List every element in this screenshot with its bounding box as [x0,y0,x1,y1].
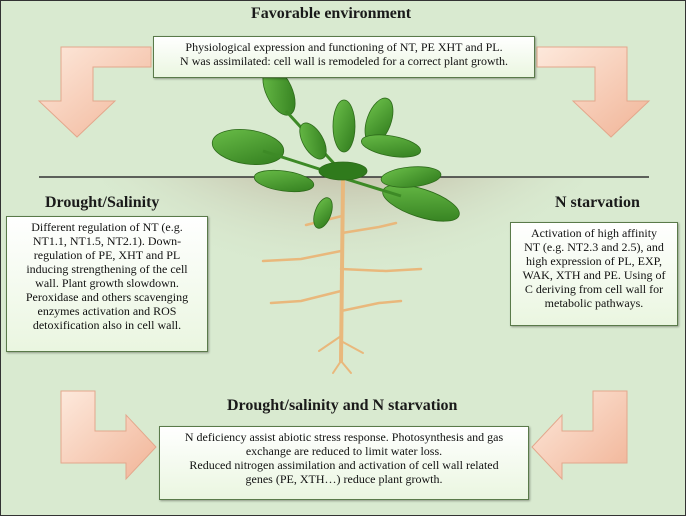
box-text-line: inducing strengthening of the cell [26,262,188,276]
box-text-line: regulation of PE, XHT and PL [33,248,181,262]
title-drought-salinity: Drought/Salinity [45,194,160,211]
box-text-line: Activation of high affinity [530,226,658,240]
box-text-line: N was assimilated: cell wall is remodele… [180,54,508,68]
box-text-line: Physiological expression and functioning… [185,40,503,54]
box-text-line: genes (PE, XTH…) reduce plant growth. [245,472,443,486]
box-drought-salinity: Different regulation of NT (e.g. NT1.1, … [6,216,208,352]
box-text-line: detoxification also in cell wall. [32,318,182,332]
box-text-line: WAK, XTH and PE. Using of [522,268,666,282]
box-text-line: Different regulation of NT (e.g. [31,220,183,234]
plant-roots [261,177,423,374]
box-text-line: NT1.1, NT1.5, NT2.1). Down- [32,234,182,248]
box-combined-stress: N deficiency assist abiotic stress respo… [159,426,529,500]
box-text-line: NT (e.g. NT2.3 and 2.5), and [524,240,664,254]
box-n-starvation: Activation of high affinity NT (e.g. NT2… [510,222,678,326]
box-text-line: high expression of PL, EXP, [526,254,662,268]
box-text-line: N deficiency assist abiotic stress respo… [184,430,504,444]
curved-arrow-icon [37,46,651,481]
box-text-line: Reduced nitrogen assimilation and activa… [189,458,499,472]
box-text-line: metabolic pathways. [544,296,644,310]
box-text-line: enzymes activation and ROS [37,304,177,318]
box-favorable-environment: Physiological expression and functioning… [153,36,535,78]
title-favorable-environment: Favorable environment [251,5,412,22]
title-n-starvation: N starvation [555,194,640,211]
title-combined-stress: Drought/salinity and N starvation [227,397,458,414]
box-text-line: wall. Plant growth slowdown. [35,276,179,290]
box-text-line: C deriving from cell wall for [524,282,664,296]
plant-leaves [211,66,460,229]
box-text-line: exchange are reduced to limit water loss… [245,444,443,458]
box-text-line: Peroxidase and others scavenging [25,290,189,304]
